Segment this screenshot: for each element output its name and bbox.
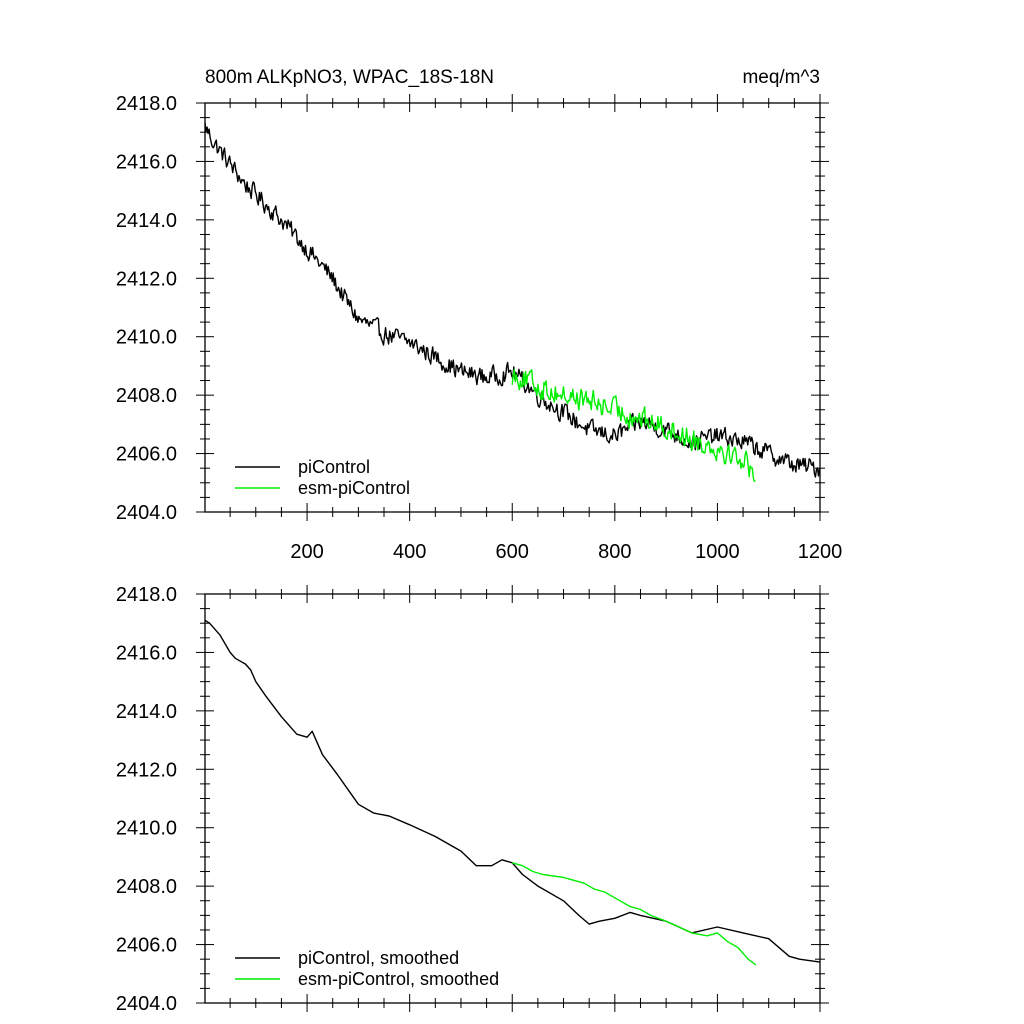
x-tick-label: 1000 xyxy=(695,541,740,563)
y-tick-label: 2406.0 xyxy=(116,935,177,957)
y-tick-label: 2410.0 xyxy=(116,327,177,349)
chart-title: 800m ALKpNO3, WPAC_18S-18N xyxy=(205,67,494,88)
series-line-picontrol xyxy=(204,619,821,963)
y-tick-label: 2412.0 xyxy=(116,268,177,290)
top-panel: 2404.0 2406.0 2408.0 2410.0 2412.0 2414.0 2416… xyxy=(116,67,842,563)
x-tick-label: 1200 xyxy=(798,541,843,563)
bottom-panel: 2404.0 2406.0 2408.0 2410.0 2412.0 2414.0 2416… xyxy=(116,584,829,1015)
x-tick-label: 800 xyxy=(598,541,631,563)
x-tick-label: 400 xyxy=(393,541,426,563)
y-tick-label: 2410.0 xyxy=(116,818,177,840)
y-tick-label: 2418.0 xyxy=(116,584,177,606)
y-tick-label: 2404.0 xyxy=(116,502,177,524)
legend-label: piControl xyxy=(298,457,370,477)
y-tick-label: 2404.0 xyxy=(116,993,177,1015)
y-tick-label: 2418.0 xyxy=(116,93,177,115)
legend-label: esm-piControl xyxy=(298,478,410,498)
series-line-esm-picontrol xyxy=(512,862,757,966)
y-tick-label: 2414.0 xyxy=(116,210,177,232)
y-tick-label: 2406.0 xyxy=(116,444,177,466)
y-tick-label: 2408.0 xyxy=(116,876,177,898)
series-line-picontrol xyxy=(204,122,821,478)
series-line-esm-picontrol xyxy=(511,368,756,482)
y-tick-label: 2414.0 xyxy=(116,701,177,723)
y-tick-label: 2408.0 xyxy=(116,385,177,407)
legend-label: esm-piControl, smoothed xyxy=(298,969,499,989)
y-tick-label: 2412.0 xyxy=(116,759,177,781)
units-label: meq/m^3 xyxy=(742,67,820,88)
x-tick-label: 600 xyxy=(496,541,529,563)
x-tick-label: 200 xyxy=(290,541,323,563)
y-tick-label: 2416.0 xyxy=(116,151,177,173)
legend-label: piControl, smoothed xyxy=(298,948,459,968)
y-tick-label: 2416.0 xyxy=(116,642,177,664)
